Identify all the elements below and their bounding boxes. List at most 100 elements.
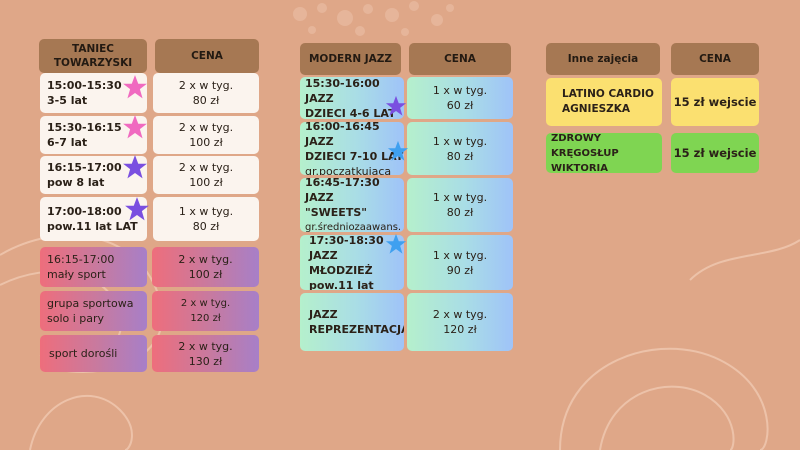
blue-star-icon bbox=[385, 233, 407, 254]
taniec-row-1-line2: 6-7 lat bbox=[47, 136, 88, 149]
inne-header: Inne zajęcia bbox=[546, 43, 660, 75]
jazz-row-4-freq: 2 x w tyg. bbox=[432, 308, 488, 321]
taniec-row-2-line1: 16:15-17:00 bbox=[47, 161, 122, 174]
inne-row-0-line1: LATINO CARDIO bbox=[562, 88, 654, 100]
jazz-price-header: CENA bbox=[409, 43, 511, 75]
taniec-row-4-freq: 2 x w tyg. bbox=[178, 253, 233, 266]
taniec-row-3-line1: 17:00-18:00 bbox=[47, 205, 122, 218]
jazz-header-label: MODERN JAZZ bbox=[308, 53, 393, 65]
inne-header-label: Inne zajęcia bbox=[567, 53, 639, 65]
pink-star-icon bbox=[123, 115, 147, 139]
inne-row-1-name: ZDROWY KRĘGOSŁUP WIKTORIA bbox=[546, 133, 662, 173]
taniec-header-label: TANIEC TOWARZYSKI bbox=[53, 43, 133, 69]
jazz-row-3-amount: 90 zł bbox=[446, 263, 474, 277]
taniec-row-3-price: 1 x w tyg. 80 zł bbox=[153, 197, 259, 241]
taniec-row-4-line1: 16:15-17:00 bbox=[47, 253, 115, 266]
taniec-row-0-freq: 2 x w tyg. bbox=[178, 79, 234, 92]
jazz-row-2-line3: gr.średniozaawans. bbox=[305, 222, 402, 232]
inne-price-header: CENA bbox=[671, 43, 759, 75]
taniec-row-0-price: 2 x w tyg. 80 zł bbox=[153, 73, 259, 113]
taniec-row-0-line2: 3-5 lat bbox=[47, 94, 88, 107]
taniec-row-3-time: 17:00-18:00 pow.11 lat LAT bbox=[40, 197, 147, 241]
taniec-row-1-amount: 100 zł bbox=[189, 136, 223, 149]
jazz-row-0-price: 1 x w tyg. 60 zł bbox=[407, 77, 513, 119]
jazz-header: MODERN JAZZ bbox=[300, 43, 401, 75]
taniec-row-5-freq: 2 x w tyg. bbox=[180, 298, 231, 309]
purple-star-icon bbox=[385, 95, 407, 116]
taniec-row-6-line1: sport dorośli bbox=[49, 347, 118, 360]
pink-star-icon bbox=[123, 75, 147, 99]
jazz-row-1-price: 1 x w tyg. 80 zł bbox=[407, 122, 513, 175]
jazz-row-0-freq: 1 x w tyg. bbox=[432, 84, 488, 97]
jazz-row-0-amount: 60 zł bbox=[446, 99, 474, 112]
taniec-row-5-amount: 120 zł bbox=[190, 313, 221, 324]
taniec-row-1-line1: 15:30-16:15 bbox=[47, 121, 122, 134]
purple-star-icon bbox=[123, 155, 147, 179]
taniec-row-4-name: 16:15-17:00 mały sport bbox=[40, 247, 147, 287]
jazz-row-2-price: 1 x w tyg. 80 zł bbox=[407, 178, 513, 232]
taniec-price-header-label: CENA bbox=[191, 50, 223, 62]
taniec-row-6-amount: 130 zł bbox=[188, 354, 223, 368]
taniec-row-0-line1: 15:00-15:30 bbox=[47, 79, 122, 92]
taniec-row-0-amount: 80 zł bbox=[192, 94, 220, 107]
jazz-row-1-line2: DZIECI 7-10 LAT bbox=[305, 149, 404, 163]
taniec-row-6-name: sport dorośli bbox=[40, 335, 147, 372]
taniec-row-4-amount: 100 zł bbox=[188, 268, 223, 281]
jazz-row-4-line2: REPREZENTACJA bbox=[309, 323, 404, 336]
jazz-row-0-name: 15:30-16:00 JAZZ DZIECI 4-6 LAT bbox=[300, 77, 404, 119]
inne-row-0-price: 15 zł wejscie bbox=[671, 78, 759, 126]
jazz-row-4-price: 2 x w tyg. 120 zł bbox=[407, 293, 513, 351]
jazz-row-3-freq: 1 x w tyg. bbox=[432, 248, 488, 262]
jazz-row-3-price: 1 x w tyg. 90 zł bbox=[407, 235, 513, 290]
taniec-row-6-freq: 2 x w tyg. bbox=[178, 339, 233, 353]
inne-row-1-line2: WIKTORIA bbox=[551, 162, 608, 174]
jazz-row-2-line1: 16:45-17:30 JAZZ bbox=[305, 178, 380, 204]
taniec-row-2-line2: pow 8 lat bbox=[47, 176, 105, 189]
purple-star-icon bbox=[125, 197, 149, 221]
taniec-row-3-freq: 1 x w tyg. bbox=[178, 205, 234, 218]
taniec-row-4-price: 2 x w tyg. 100 zł bbox=[152, 247, 259, 287]
inne-row-1-amount: 15 zł wejscie bbox=[673, 145, 757, 160]
jazz-row-1-name: 16:00-16:45 JAZZ DZIECI 7-10 LAT gr.pocz… bbox=[300, 122, 404, 175]
inne-price-header-label: CENA bbox=[699, 53, 731, 65]
jazz-row-1-line3: gr.początkujaca bbox=[305, 164, 392, 176]
inne-row-0-line2: AGNIESZKA bbox=[562, 103, 631, 115]
taniec-row-2-price: 2 x w tyg. 100 zł bbox=[153, 156, 259, 194]
jazz-row-4-name: JAZZ REPREZENTACJA bbox=[300, 293, 404, 351]
jazz-row-1-freq: 1 x w tyg. bbox=[432, 134, 488, 148]
jazz-row-1-line1: 16:00-16:45 JAZZ bbox=[305, 122, 380, 148]
jazz-row-3-line1: 17:30-18:30 bbox=[309, 235, 384, 247]
jazz-row-1-amount: 80 zł bbox=[446, 149, 474, 163]
taniec-row-5-price: 2 x w tyg. 120 zł bbox=[152, 291, 259, 331]
taniec-row-2-freq: 2 x w tyg. bbox=[178, 161, 234, 174]
inne-row-0-amount: 15 zł wejscie bbox=[673, 94, 757, 109]
taniec-row-5-line2: solo i pary bbox=[47, 312, 105, 325]
taniec-header: TANIEC TOWARZYSKI bbox=[39, 39, 147, 73]
inne-row-1-price: 15 zł wejscie bbox=[671, 133, 759, 173]
jazz-row-0-line2: DZIECI 4-6 LAT bbox=[305, 106, 396, 120]
jazz-row-2-freq: 1 x w tyg. bbox=[432, 191, 488, 204]
taniec-price-header: CENA bbox=[155, 39, 259, 73]
jazz-row-0-line1: 15:30-16:00 JAZZ bbox=[305, 77, 380, 105]
taniec-row-1-price: 2 x w tyg. 100 zł bbox=[153, 116, 259, 154]
taniec-row-3-amount: 80 zł bbox=[192, 220, 220, 233]
taniec-row-6-price: 2 x w tyg. 130 zł bbox=[152, 335, 259, 372]
jazz-row-2-amount: 80 zł bbox=[446, 206, 474, 219]
taniec-row-3-line2: pow.11 lat LAT bbox=[47, 220, 138, 233]
taniec-row-1-freq: 2 x w tyg. bbox=[178, 121, 234, 134]
inne-row-1-line1: ZDROWY KRĘGOSŁUP bbox=[551, 133, 619, 159]
jazz-row-4-line1: JAZZ bbox=[309, 308, 338, 321]
taniec-row-2-amount: 100 zł bbox=[189, 176, 223, 189]
taniec-row-5-name: grupa sportowa solo i pary bbox=[40, 291, 147, 331]
taniec-row-4-line2: mały sport bbox=[47, 268, 106, 281]
jazz-row-4-amount: 120 zł bbox=[443, 323, 477, 336]
jazz-price-header-label: CENA bbox=[444, 53, 476, 65]
jazz-row-3-line3: pow.11 lat bbox=[309, 278, 374, 291]
blue-star-icon bbox=[387, 140, 409, 161]
jazz-row-3-name: 17:30-18:30 JAZZ MŁODZIEŻ pow.11 lat bbox=[300, 235, 404, 290]
inne-row-0-name: LATINO CARDIO AGNIESZKA bbox=[546, 78, 662, 126]
taniec-row-5-line1: grupa sportowa bbox=[47, 297, 134, 310]
jazz-row-3-line2: JAZZ MŁODZIEŻ bbox=[309, 248, 373, 277]
jazz-row-2-name: 16:45-17:30 JAZZ "SWEETS" gr.średniozaaw… bbox=[300, 178, 404, 232]
jazz-row-2-line2: "SWEETS" bbox=[305, 206, 367, 219]
